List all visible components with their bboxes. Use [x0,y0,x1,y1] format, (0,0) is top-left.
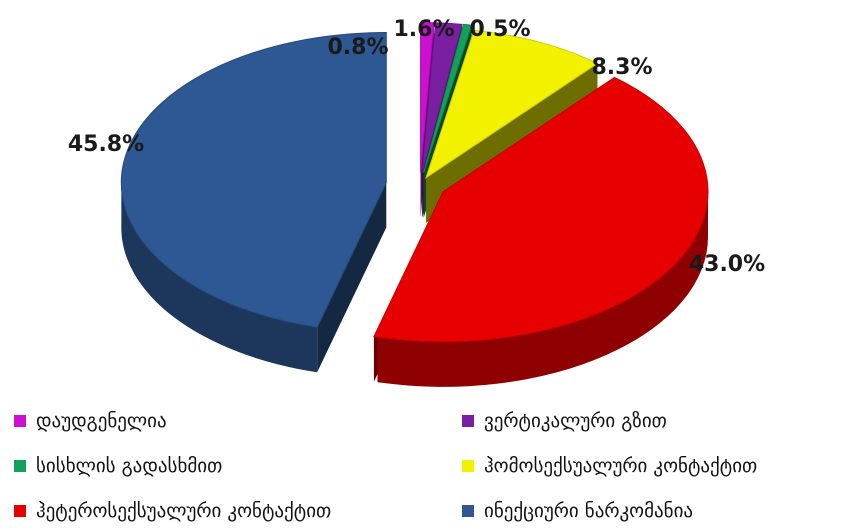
legend-item-blood-transfusion: სისხლის გადასხმით [14,455,222,477]
legend-item-vertical: ვერტიკალური გზით [462,410,667,432]
legend-label: ჰეტეროსექსუალური კონტაქტით [36,500,332,522]
pie-slice [421,22,463,173]
pie-slice [425,29,599,180]
slice-percent-label: 45.8% [68,132,144,157]
chart-legend: დაუდგენელია ვერტიკალური გზით სისხლის გად… [14,410,854,525]
legend-swatch [462,460,474,472]
legend-label: სისხლის გადასხმით [36,455,223,477]
legend-label: დაუდგენელია [36,410,167,432]
legend-label: ინექციური ნარკომანია [484,500,694,522]
slice-percent-label: 8.3% [591,55,652,80]
legend-swatch [14,415,26,427]
pie-label-layer: 0.8%1.6% 0.5% 8.3% 43.0% 45.8% [68,17,765,277]
slice-percent-label: 43.0% [689,252,765,277]
slice-percent-label: 0.5% [469,17,530,42]
slice-percent-label: 0.8% [327,35,388,60]
pie-slice-rim [377,190,709,387]
pie-slice-rim [121,179,318,373]
pie-slice [423,23,473,173]
pie-top-layer [120,22,709,343]
legend-swatch [462,505,474,517]
legend-swatch [462,415,474,427]
pie-slice-wall [317,182,387,373]
legend-label: ჰომოსექსუალური კონტაქტით [484,455,758,477]
pie-slice [373,76,709,343]
legend-item-undetermined: დაუდგენელია [14,410,167,432]
slice-percent-label: 1.6% [393,17,454,42]
legend-label: ვერტიკალური გზით [484,410,667,432]
pie-slice [120,31,387,328]
legend-swatch [14,505,26,517]
legend-item-heterosexual: ჰეტეროსექსუალური კონტაქტით [14,500,331,522]
pie-slice [420,22,435,173]
legend-item-injection: ინექციური ნარკომანია [462,500,693,522]
legend-swatch [14,460,26,472]
legend-item-homosexual: ჰომოსექსუალური კონტაქტით [462,455,757,477]
